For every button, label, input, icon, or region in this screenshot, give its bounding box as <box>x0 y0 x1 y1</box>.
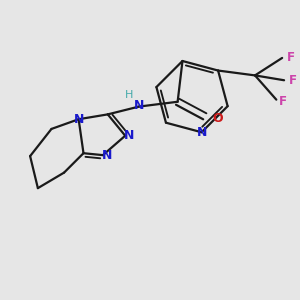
Text: N: N <box>196 126 207 139</box>
Text: F: F <box>289 74 297 87</box>
Text: N: N <box>134 99 144 112</box>
Text: F: F <box>287 51 295 64</box>
Text: H: H <box>125 90 133 100</box>
Text: N: N <box>74 113 84 126</box>
Text: O: O <box>213 112 223 125</box>
Text: N: N <box>102 148 112 162</box>
Text: N: N <box>124 129 134 142</box>
Text: F: F <box>279 95 287 108</box>
